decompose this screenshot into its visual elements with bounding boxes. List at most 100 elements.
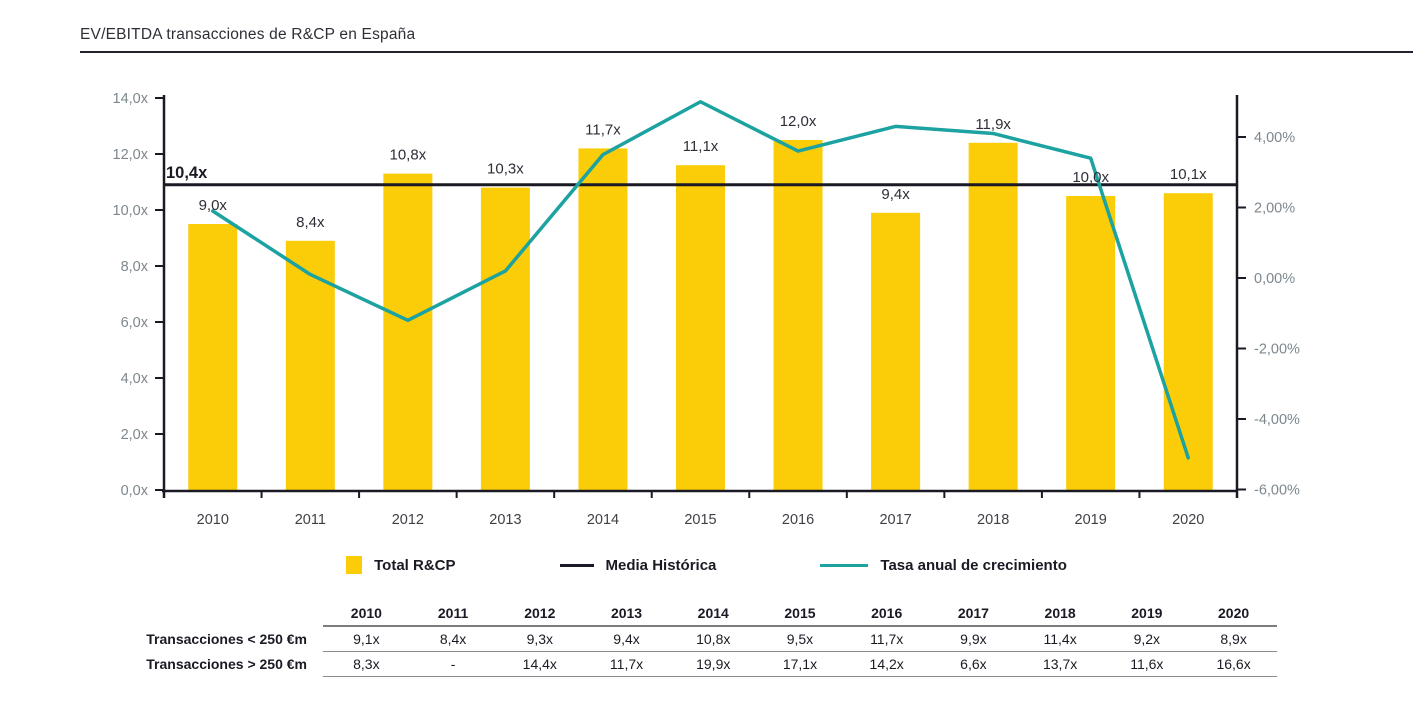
bar-2011	[285, 240, 335, 490]
bar-2010	[188, 224, 238, 490]
bar-2016	[773, 140, 823, 490]
y-left-tick-label: 6,0x	[121, 315, 149, 331]
bar-2013	[480, 187, 530, 490]
table-year-header-2013: 2013	[583, 601, 670, 627]
y-left-tick-label: 4,0x	[121, 371, 149, 387]
table-corner	[85, 601, 323, 626]
table-year-header-2017: 2017	[930, 601, 1017, 627]
legend-item-total-rcp: Total R&CP	[346, 556, 456, 574]
chart-title: EV/EBITDA transacciones de R&CP en Españ…	[80, 26, 416, 43]
bar-2012	[383, 173, 433, 490]
y-right-tick-label: 0,00%	[1254, 271, 1295, 287]
bar-value-label: 12,0x	[780, 113, 817, 130]
table-cell-2011-row1: -	[409, 651, 497, 677]
x-axis-year-label: 2011	[295, 512, 326, 528]
table-year-header-2011: 2011	[409, 601, 497, 627]
transactions-table-wrap: 2010 2011 2012 2013 2014 2015 2016 2017 2018 2019…	[85, 601, 1277, 677]
table-year-header-2019: 2019	[1103, 601, 1191, 627]
y-left-tick-label: 2,0x	[121, 427, 149, 443]
table-row-label: Transacciones > 250 €m	[146, 656, 307, 672]
table-cell-2012-row1: 14,4x	[496, 651, 584, 677]
x-axis-year-label: 2015	[684, 512, 716, 528]
chart-legend: Total R&CP Media Histórica Tasa anual de…	[0, 556, 1413, 574]
x-axis-year-label: 2020	[1172, 512, 1204, 528]
bar-value-label: 11,7x	[585, 121, 621, 138]
ev-ebitda-combo-chart: 0,0x 2,0x 4,0x 6,0x 8,0x 10,0x 12,0x 14,0x 4,00%…	[113, 91, 1301, 528]
table-cell-2018-row0: 11,4x	[1016, 626, 1104, 652]
bar-value-label: 9,4x	[881, 186, 910, 203]
x-axis-year-label: 2017	[879, 512, 911, 528]
y-right-tick-label: -4,00%	[1254, 412, 1300, 428]
table-row-label: Transacciones < 250 €m	[146, 630, 307, 647]
table-year-header-2015: 2015	[756, 601, 844, 627]
y-left-tick-label: 0,0x	[121, 483, 149, 499]
x-axis-year-label: 2016	[782, 512, 814, 528]
legend-label-total-rcp: Total R&CP	[374, 556, 456, 574]
legend-item-media-historica: Media Histórica	[559, 556, 717, 574]
y-left-tick-label: 14,0x	[113, 91, 149, 107]
table-cell-2018-row1: 13,7x	[1016, 651, 1104, 677]
table-cell-2013-row1: 11,7x	[583, 651, 670, 677]
teal-line-swatch-icon	[820, 563, 869, 567]
y-right-tick-label: 4,00%	[1254, 130, 1295, 146]
legend-item-tasa-crecimiento: Tasa anual de crecimiento	[820, 556, 1067, 574]
bar-value-label: 8,4x	[296, 214, 325, 231]
table-cell-2010-row1: 8,3x	[323, 651, 410, 677]
bar-value-label: 9,0x	[199, 197, 228, 214]
table-cell-2012-row0: 9,3x	[496, 626, 584, 652]
table-year-header-2014: 2014	[669, 601, 757, 627]
bar-2014	[578, 148, 628, 490]
black-line-swatch-icon	[559, 563, 594, 567]
legend-label-media-historica: Media Histórica	[605, 556, 717, 574]
table-cell-2016-row0: 11,7x	[843, 626, 931, 652]
x-axis-year-label: 2019	[1075, 512, 1107, 528]
table-cell-2020-row0: 8,9x	[1190, 626, 1277, 652]
bar-2020	[1163, 193, 1213, 490]
table-cell-2017-row0: 9,9x	[930, 626, 1017, 652]
legend-label-tasa-crecimiento: Tasa anual de crecimiento	[880, 556, 1067, 574]
bar-value-label: 10,3x	[487, 161, 524, 178]
y-right-tick-label: 2,00%	[1254, 201, 1295, 217]
bar-value-label: 11,1x	[683, 138, 719, 155]
table-cell-2016-row1: 14,2x	[843, 651, 931, 677]
table-row-1: Transacciones > 250 €m 8,3x -14,4x 11,7x 19,…	[85, 651, 1277, 677]
bar-value-label: 10,0x	[1072, 169, 1109, 186]
y-left-tick-label: 10,0x	[113, 203, 149, 219]
transactions-table: 2010 2011 2012 2013 2014 2015 2016 2017 2018 2019…	[85, 601, 1277, 677]
table-cell-2011-row0: 8,4x	[409, 626, 497, 652]
table-cell-2014-row0: 10,8x	[669, 626, 757, 652]
bar-2017	[871, 212, 921, 491]
table-year-header-2016: 2016	[843, 601, 931, 627]
x-axis-year-label: 2012	[392, 512, 424, 528]
x-axis-year-label: 2013	[489, 512, 521, 528]
table-cell-2013-row0: 9,4x	[583, 626, 670, 652]
table-cell-2019-row0: 9,2x	[1103, 626, 1191, 652]
table-cell-2014-row1: 19,9x	[669, 651, 757, 677]
table-cell-2020-row1: 16,6x	[1190, 651, 1277, 677]
y-left-tick-label: 8,0x	[121, 259, 149, 275]
growth-rate-line	[211, 100, 1190, 460]
bar-value-label: 10,8x	[390, 147, 427, 164]
table-cell-2019-row1: 11,6x	[1103, 651, 1191, 677]
y-left-tick-label: 12,0x	[113, 147, 149, 163]
media-historica-label: 10,4x	[166, 164, 208, 182]
bar-2018	[968, 142, 1018, 491]
table-year-header-2020: 2020	[1190, 601, 1277, 627]
x-axis-year-label: 2018	[977, 512, 1009, 528]
table-cell-2015-row0: 9,5x	[756, 626, 844, 652]
table-year-header-2010: 2010	[323, 601, 410, 627]
title-underline	[80, 51, 1413, 53]
y-right-tick-label: -2,00%	[1254, 342, 1300, 358]
bar-swatch-icon	[346, 556, 363, 574]
table-year-header-2018: 2018	[1016, 601, 1104, 627]
bar-2019	[1066, 196, 1116, 490]
bar-value-label: 10,1x	[1170, 166, 1207, 183]
bar-2015	[676, 165, 725, 490]
x-axis-year-label: 2014	[587, 512, 619, 528]
y-right-tick-label: -6,00%	[1254, 483, 1300, 499]
x-axis-year-label: 2010	[197, 512, 229, 528]
table-row-0: Transacciones < 250 €m 9,1x 8,4x 9,3x 9,4x 10…	[85, 626, 1277, 652]
table-cell-2015-row1: 17,1x	[756, 651, 844, 677]
table-year-header-2012: 2012	[496, 601, 584, 627]
